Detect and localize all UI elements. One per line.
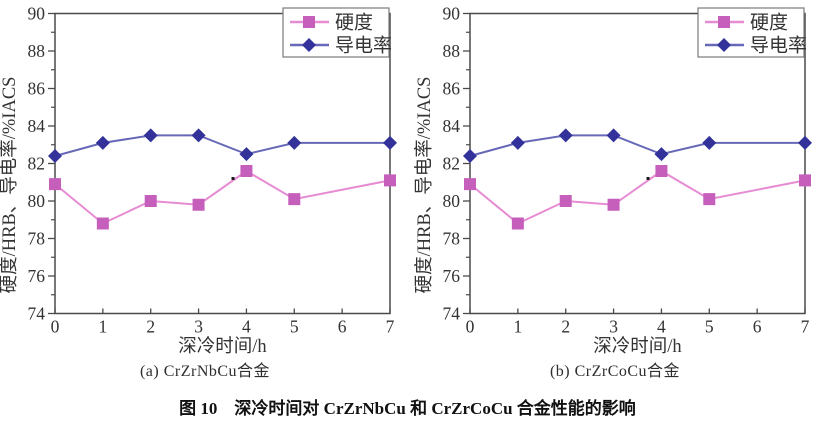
conductivity-marker [510, 135, 525, 150]
chart-crzrcocu: 74 76 78 80 82 84 86 88 90 0 1 2 3 4 5 6 7 深冷时间/h 硬度/HRB、导… [414, 4, 812, 357]
hardness-marker [464, 178, 476, 191]
hardness-marker [703, 193, 716, 206]
conductivity-marker [558, 128, 573, 143]
conductivity-marker [463, 149, 477, 163]
plot-border [469, 12, 806, 315]
hardness-marker [49, 178, 61, 191]
conductivity-marker [287, 135, 302, 150]
y-tick-label: 74 [443, 304, 461, 324]
hardness-marker [607, 198, 620, 211]
x-tick-label: 5 [705, 317, 714, 337]
x-tick-label: 4 [242, 317, 251, 337]
legend-square-icon [718, 16, 730, 28]
legend-diamond-icon [717, 38, 731, 52]
conductivity-marker [48, 149, 62, 163]
hardness-marker [240, 165, 253, 177]
hardness-marker [559, 195, 572, 207]
x-tick-label: 6 [753, 317, 762, 337]
conductivity-marker [191, 128, 206, 143]
x-tick-label: 3 [194, 317, 203, 337]
x-tick-label: 1 [98, 317, 107, 337]
conductivity-marker [606, 128, 621, 143]
y-tick-label: 82 [443, 154, 461, 174]
x-tick-label: 6 [338, 317, 347, 337]
chart-b-caption: (b) CrZrCoCu合金 [549, 363, 681, 380]
y-tick-label: 86 [443, 79, 461, 99]
legend-label: 导电率 [750, 35, 807, 57]
hardness-marker [192, 198, 205, 211]
y-tick-label: 90 [443, 4, 461, 24]
series-line-square [469, 169, 806, 225]
x-tick-label: 5 [290, 317, 299, 337]
y-tick-label: 88 [28, 41, 46, 61]
conductivity-marker [798, 135, 812, 150]
legend-label: 硬度 [750, 12, 788, 34]
hardness-marker [511, 217, 524, 230]
y-tick-label: 76 [443, 266, 461, 286]
conductivity-marker [239, 147, 254, 162]
x-tick-label: 7 [801, 317, 810, 337]
legend-square-icon [303, 16, 315, 28]
hardness-marker [96, 217, 109, 230]
conductivity-marker [383, 135, 397, 150]
y-tick-label: 80 [443, 191, 461, 211]
x-tick-label: 2 [561, 317, 570, 337]
print-artifact-dot [646, 177, 650, 180]
hardness-marker [384, 174, 396, 187]
legend-box [697, 7, 805, 58]
legend-label: 硬度 [335, 12, 373, 34]
plot-border [54, 12, 391, 315]
y-tick-label: 74 [28, 304, 46, 324]
conductivity-marker [654, 147, 669, 162]
hardness-marker [144, 195, 157, 207]
hardness-marker [655, 165, 668, 177]
x-tick-label: 1 [513, 317, 522, 337]
y-axis-title: 硬度/HRB、导电率/%IACS [414, 77, 435, 294]
y-tick-label: 84 [443, 116, 461, 136]
y-tick-label: 86 [28, 79, 46, 99]
legend-diamond-icon [302, 38, 316, 52]
y-axis-title: 硬度/HRB、导电率/%IACS [0, 77, 20, 294]
conductivity-marker [702, 135, 717, 150]
hardness-marker [799, 174, 811, 187]
legend-box [282, 7, 390, 58]
x-tick-label: 3 [609, 317, 618, 337]
chart-a-caption: (a) CrZrNbCu合金 [139, 363, 271, 380]
y-tick-label: 90 [28, 4, 46, 24]
series-line-square [54, 169, 391, 225]
legend-label: 导电率 [335, 35, 392, 57]
y-tick-label: 78 [28, 229, 46, 249]
x-tick-label: 4 [657, 317, 666, 337]
x-tick-label: 0 [466, 317, 475, 337]
x-axis-title: 深冷时间/h [178, 336, 266, 357]
print-artifact-dot [231, 177, 235, 180]
x-tick-label: 0 [51, 317, 60, 337]
conductivity-marker [95, 135, 110, 150]
x-axis-title: 深冷时间/h [593, 336, 681, 357]
y-tick-label: 84 [28, 116, 46, 136]
y-tick-label: 76 [28, 266, 46, 286]
y-tick-label: 82 [28, 154, 46, 174]
chart-crzrnbcu: 74 76 78 80 82 84 86 88 90 0 1 2 3 4 5 6 7 深冷时间/h 硬度/HRB、导… [0, 4, 397, 357]
conductivity-marker [143, 128, 158, 143]
y-tick-label: 88 [443, 41, 461, 61]
y-tick-label: 78 [443, 229, 461, 249]
hardness-marker [288, 193, 301, 206]
x-tick-label: 2 [146, 317, 155, 337]
y-tick-label: 80 [28, 191, 46, 211]
figure-title: 图 10 深冷时间对 CrZrNbCu 和 CrZrCoCu 合金性能的影响 [179, 399, 636, 418]
x-tick-label: 7 [386, 317, 395, 337]
